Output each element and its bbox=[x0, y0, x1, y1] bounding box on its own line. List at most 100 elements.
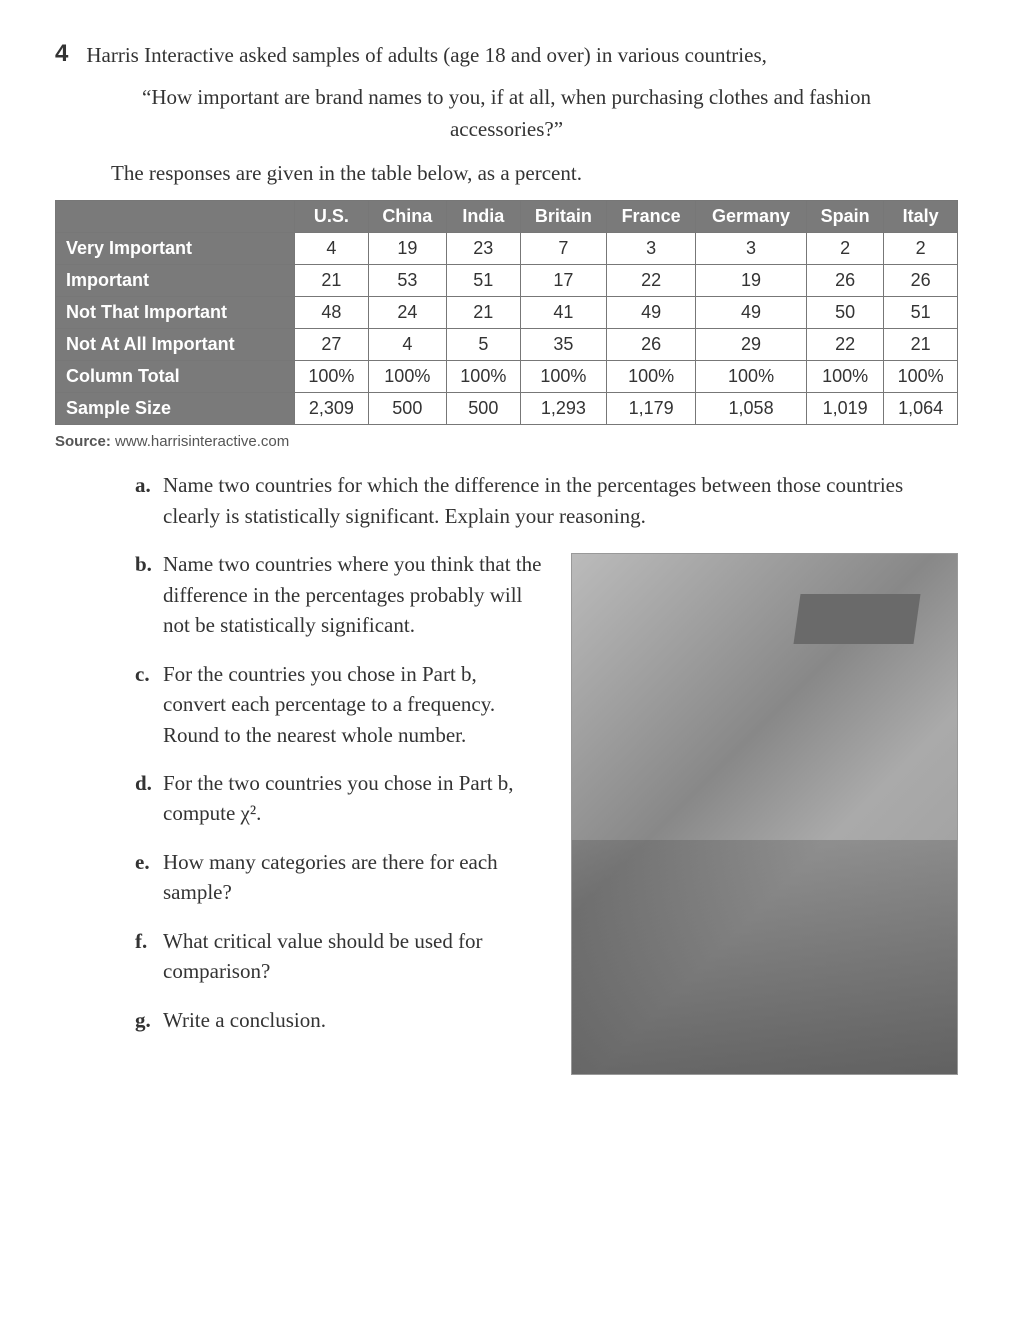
questions-left-column: b. Name two countries where you think th… bbox=[135, 549, 543, 1053]
col-header: Spain bbox=[807, 201, 884, 233]
table-cell: 2 bbox=[807, 233, 884, 265]
table-cell: 100% bbox=[295, 361, 369, 393]
table-cell: 29 bbox=[696, 329, 807, 361]
question-text: Write a conclusion. bbox=[163, 1005, 543, 1035]
col-header: Britain bbox=[520, 201, 607, 233]
table-cell: 41 bbox=[520, 297, 607, 329]
row-header: Column Total bbox=[56, 361, 295, 393]
question-text: How many categories are there for each s… bbox=[163, 847, 543, 908]
table-cell: 35 bbox=[520, 329, 607, 361]
table-cell: 19 bbox=[696, 265, 807, 297]
question-text: For the two countries you chose in Part … bbox=[163, 768, 543, 829]
table-cell: 2,309 bbox=[295, 393, 369, 425]
question-label: c. bbox=[135, 659, 163, 750]
question-d: d. For the two countries you chose in Pa… bbox=[135, 768, 543, 829]
table-cell: 1,293 bbox=[520, 393, 607, 425]
table-row: Not At All Important27453526292221 bbox=[56, 329, 958, 361]
table-cell: 17 bbox=[520, 265, 607, 297]
question-text: Name two countries for which the differe… bbox=[163, 470, 958, 531]
table-cell: 100% bbox=[807, 361, 884, 393]
table-row: Column Total100%100%100%100%100%100%100%… bbox=[56, 361, 958, 393]
table-cell: 22 bbox=[607, 265, 696, 297]
question-c: c. For the countries you chose in Part b… bbox=[135, 659, 543, 750]
table-header-row: U.S. China India Britain France Germany … bbox=[56, 201, 958, 233]
question-label: g. bbox=[135, 1005, 163, 1035]
table-cell: 500 bbox=[368, 393, 446, 425]
table-cell: 100% bbox=[607, 361, 696, 393]
question-label: a. bbox=[135, 470, 163, 531]
table-cell: 24 bbox=[368, 297, 446, 329]
table-cell: 7 bbox=[520, 233, 607, 265]
table-cell: 21 bbox=[446, 297, 520, 329]
question-label: f. bbox=[135, 926, 163, 987]
question-b: b. Name two countries where you think th… bbox=[135, 549, 543, 640]
table-cell: 50 bbox=[807, 297, 884, 329]
table-cell: 5 bbox=[446, 329, 520, 361]
question-text: What critical value should be used for c… bbox=[163, 926, 543, 987]
table-cell: 49 bbox=[696, 297, 807, 329]
table-cell: 500 bbox=[446, 393, 520, 425]
table-cell: 1,179 bbox=[607, 393, 696, 425]
source-text: www.harrisinteractive.com bbox=[115, 433, 289, 450]
question-text: Name two countries where you think that … bbox=[163, 549, 543, 640]
row-header: Not That Important bbox=[56, 297, 295, 329]
row-header: Important bbox=[56, 265, 295, 297]
table-cell: 4 bbox=[295, 233, 369, 265]
table-row: Not That Important4824214149495051 bbox=[56, 297, 958, 329]
table-cell: 1,064 bbox=[884, 393, 958, 425]
col-header: Germany bbox=[696, 201, 807, 233]
table-cell: 23 bbox=[446, 233, 520, 265]
question-text: For the countries you chose in Part b, c… bbox=[163, 659, 543, 750]
source-label: Source: bbox=[55, 433, 111, 450]
question-label: e. bbox=[135, 847, 163, 908]
table-cell: 1,058 bbox=[696, 393, 807, 425]
table-cell: 19 bbox=[368, 233, 446, 265]
table-cell: 49 bbox=[607, 297, 696, 329]
table-cell: 26 bbox=[884, 265, 958, 297]
col-header: India bbox=[446, 201, 520, 233]
table-row: Important2153511722192626 bbox=[56, 265, 958, 297]
table-cell: 4 bbox=[368, 329, 446, 361]
table-cell: 3 bbox=[607, 233, 696, 265]
question-a: a. Name two countries for which the diff… bbox=[135, 470, 958, 531]
question-e: e. How many categories are there for eac… bbox=[135, 847, 543, 908]
table-cell: 53 bbox=[368, 265, 446, 297]
data-table: U.S. China India Britain France Germany … bbox=[55, 200, 958, 425]
table-cell: 27 bbox=[295, 329, 369, 361]
table-corner-cell bbox=[56, 201, 295, 233]
questions-block: a. Name two countries for which the diff… bbox=[135, 470, 958, 1075]
problem-intro: Harris Interactive asked samples of adul… bbox=[86, 40, 958, 70]
table-cell: 26 bbox=[607, 329, 696, 361]
col-header: Italy bbox=[884, 201, 958, 233]
table-cell: 51 bbox=[884, 297, 958, 329]
row-header: Not At All Important bbox=[56, 329, 295, 361]
col-header: U.S. bbox=[295, 201, 369, 233]
survey-question-quote: “How important are brand names to you, i… bbox=[115, 82, 898, 145]
table-cell: 1,019 bbox=[807, 393, 884, 425]
table-cell: 21 bbox=[295, 265, 369, 297]
col-header: France bbox=[607, 201, 696, 233]
table-cell: 100% bbox=[446, 361, 520, 393]
table-cell: 100% bbox=[520, 361, 607, 393]
table-cell: 51 bbox=[446, 265, 520, 297]
storefront-photo bbox=[571, 553, 958, 1075]
question-f: f. What critical value should be used fo… bbox=[135, 926, 543, 987]
question-label: b. bbox=[135, 549, 163, 640]
problem-number: 4 bbox=[55, 40, 68, 68]
row-header: Very Important bbox=[56, 233, 295, 265]
table-cell: 48 bbox=[295, 297, 369, 329]
table-source: Source: www.harrisinteractive.com bbox=[55, 433, 958, 450]
table-row: Very Important4192373322 bbox=[56, 233, 958, 265]
table-cell: 2 bbox=[884, 233, 958, 265]
questions-with-photo: b. Name two countries where you think th… bbox=[135, 549, 958, 1075]
table-cell: 3 bbox=[696, 233, 807, 265]
table-cell: 100% bbox=[368, 361, 446, 393]
question-label: d. bbox=[135, 768, 163, 829]
table-cell: 22 bbox=[807, 329, 884, 361]
table-cell: 26 bbox=[807, 265, 884, 297]
row-header: Sample Size bbox=[56, 393, 295, 425]
question-g: g. Write a conclusion. bbox=[135, 1005, 543, 1035]
table-cell: 21 bbox=[884, 329, 958, 361]
table-cell: 100% bbox=[696, 361, 807, 393]
table-cell: 100% bbox=[884, 361, 958, 393]
